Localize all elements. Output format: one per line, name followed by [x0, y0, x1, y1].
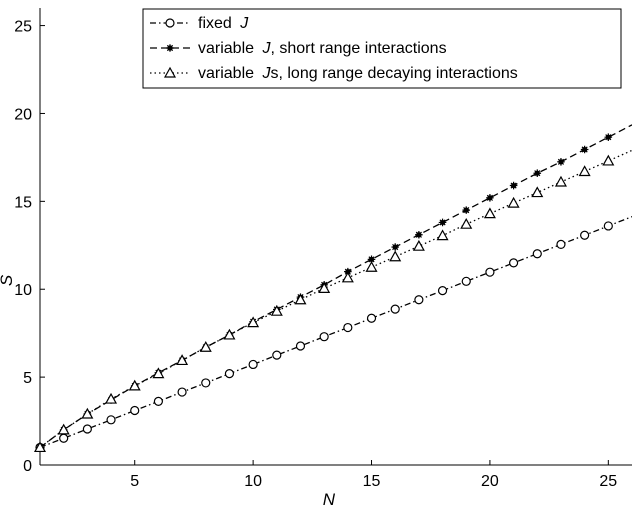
data-point	[341, 271, 354, 283]
data-point	[201, 378, 211, 388]
series-line-2	[39, 124, 632, 448]
data-point	[485, 267, 495, 277]
y-tick-label: 0	[23, 458, 32, 475]
data-point	[33, 441, 47, 453]
data-point	[533, 169, 542, 178]
data-point	[580, 145, 589, 154]
data-point	[556, 239, 566, 250]
data-point	[176, 354, 189, 366]
data-point	[81, 407, 94, 419]
data-point	[532, 249, 542, 259]
data-point	[106, 415, 116, 425]
data-point	[57, 423, 70, 435]
legend-marker	[165, 18, 175, 28]
data-point	[483, 207, 496, 219]
data-point	[294, 293, 307, 305]
data-point	[438, 218, 447, 227]
data-point	[415, 230, 423, 239]
y-axis-label: S	[0, 274, 16, 286]
legend-box	[142, 8, 622, 89]
y-tick-label: 10	[14, 282, 32, 299]
data-point	[224, 369, 235, 379]
x-tick-label: 10	[244, 473, 262, 490]
data-point	[603, 221, 613, 231]
data-point	[295, 341, 306, 351]
data-point	[461, 276, 471, 286]
y-tick-label: 5	[23, 370, 32, 387]
y-tick-label: 20	[14, 106, 32, 123]
data-point	[318, 282, 331, 293]
data-point	[531, 186, 544, 198]
data-point	[557, 157, 565, 166]
data-point	[604, 133, 613, 141]
data-point	[270, 304, 283, 316]
legend-label: variable J, short range interactions	[198, 40, 447, 57]
data-point	[437, 286, 448, 296]
data-point	[365, 261, 378, 272]
data-point	[152, 367, 165, 379]
x-tick-label: 5	[130, 473, 139, 490]
data-point	[389, 250, 402, 262]
data-point	[554, 175, 567, 187]
series-line-3	[39, 149, 632, 448]
data-point	[486, 194, 494, 202]
data-point	[460, 217, 473, 229]
x-tick-label: 25	[599, 473, 617, 490]
data-point	[199, 340, 212, 352]
legend: fixed J variable J, short range interacti…	[142, 8, 622, 89]
data-point	[578, 165, 591, 177]
data-point	[59, 433, 69, 443]
data-point	[602, 154, 615, 166]
x-tick-label: 20	[481, 473, 499, 490]
data-point	[390, 304, 400, 314]
legend-item-1: fixed J	[150, 15, 249, 32]
y-tick-label: 25	[14, 19, 32, 36]
legend-label: variable Js, long range decaying interac…	[198, 65, 518, 82]
data-point	[509, 181, 518, 190]
data-point	[580, 230, 590, 240]
data-point	[343, 322, 353, 333]
data-point	[247, 316, 260, 328]
data-point	[412, 239, 425, 251]
data-point	[391, 243, 399, 251]
x-axis-label: N	[323, 490, 336, 508]
data-point	[130, 405, 140, 416]
data-point	[128, 379, 141, 391]
series-markers-1	[35, 221, 613, 453]
legend-item-2: variable J, short range interactions	[150, 40, 447, 57]
legend-label: fixed J	[198, 15, 249, 32]
series-line-1	[39, 216, 632, 449]
data-point	[105, 392, 118, 404]
data-point	[272, 350, 282, 360]
series-markers-3	[33, 154, 615, 453]
data-point	[367, 255, 376, 264]
x-tick-label: 15	[363, 473, 381, 490]
data-point	[508, 258, 519, 268]
data-point	[319, 332, 329, 342]
data-point	[414, 295, 424, 305]
legend-marker	[166, 44, 174, 52]
data-point	[366, 313, 377, 323]
legend-marker	[163, 66, 177, 78]
data-point	[436, 229, 449, 241]
data-point	[177, 387, 187, 397]
y-tick-label: 15	[14, 194, 32, 211]
data-point	[462, 206, 471, 214]
data-point	[82, 424, 92, 434]
data-point	[507, 196, 520, 208]
data-point	[248, 359, 258, 370]
data-point	[223, 328, 236, 340]
data-point	[153, 396, 163, 406]
legend-item-3: variable Js, long range decaying interac…	[150, 65, 518, 82]
